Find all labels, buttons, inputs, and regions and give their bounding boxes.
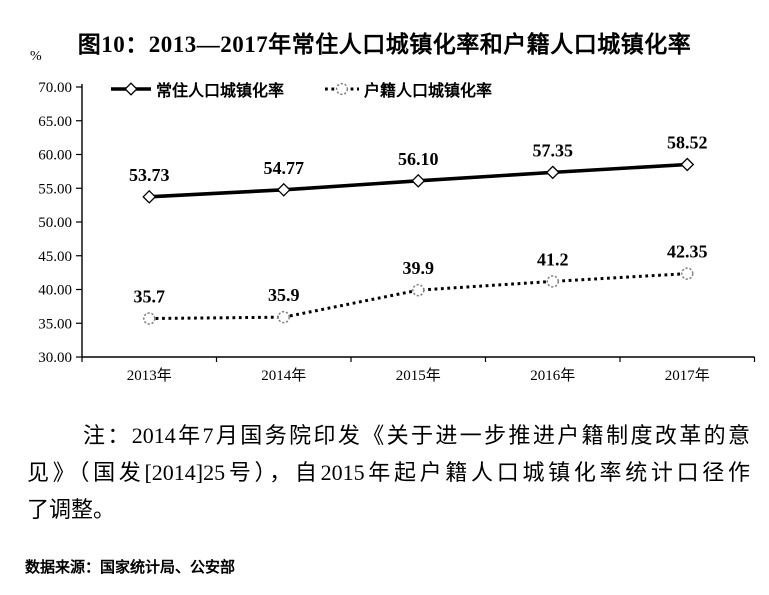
circle-marker — [546, 275, 559, 288]
legend-item-hukou: 户籍人口城镇化率 — [324, 77, 492, 101]
line-chart: 30.00 35.00 40.00 45.00 50.00 55.00 60.00 65.00… — [38, 80, 756, 384]
note: 注：2014年7月国务院印发《关于进一步推进户籍制度改革的意见》（国发[2014… — [27, 417, 750, 528]
x-category-label: 2015年 — [396, 367, 441, 384]
y-tick-label: 30.00 — [38, 350, 72, 366]
circle-marker — [143, 312, 156, 325]
data-point-label: 53.73 — [129, 165, 170, 185]
legend-label-hukou: 户籍人口城镇化率 — [364, 82, 493, 100]
legend-label-resident: 常住人口城镇化率 — [156, 82, 285, 100]
circle-marker — [277, 310, 290, 324]
data-point-label: 57.35 — [533, 140, 574, 160]
y-tick-label: 40.00 — [38, 283, 72, 299]
x-category-label: 2013年 — [127, 367, 172, 384]
data-source: 数据来源：国家统计局、公安部 — [25, 559, 236, 576]
diamond-marker — [680, 157, 695, 172]
dotted-line-circle-marker-icon — [325, 82, 360, 95]
diamond-marker — [411, 173, 426, 188]
circle-marker — [681, 267, 694, 280]
chart-legend: 常住人口城镇化率 户籍人口城镇化率 — [110, 77, 492, 101]
diamond-marker — [142, 189, 157, 204]
data-point-label: 35.7 — [134, 287, 166, 307]
note-line: 注：2014年7月国务院印发《关于进一步推进户籍制度改革的意 — [83, 423, 750, 448]
y-tick-label: 45.00 — [38, 249, 72, 265]
data-point-label: 42.35 — [667, 242, 708, 262]
y-tick-label: 70.00 — [38, 80, 72, 96]
legend-item-resident: 常住人口城镇化率 — [110, 77, 284, 101]
y-tick-label: 50.00 — [38, 215, 72, 231]
x-category-label: 2017年 — [665, 367, 710, 384]
data-point-label: 56.10 — [398, 149, 439, 169]
circle-marker — [412, 283, 425, 297]
data-point-label: 54.77 — [264, 158, 305, 178]
data-point-label: 41.2 — [537, 249, 569, 269]
y-tick-label: 65.00 — [38, 114, 72, 130]
y-tick-label: 55.00 — [38, 181, 72, 197]
solid-line-diamond-marker-icon — [111, 81, 151, 96]
y-tick-label: 35.00 — [38, 316, 72, 332]
chart-title: 图10：2013—2017年常住人口城镇化率和户籍人口城镇化率 — [77, 32, 692, 57]
y-axis-unit-label: % — [30, 49, 42, 64]
x-category-label: 2016年 — [530, 367, 575, 384]
x-category-label: 2014年 — [261, 367, 306, 384]
data-point-label: 39.9 — [403, 258, 435, 278]
y-tick-label: 60.00 — [38, 148, 72, 164]
note-line: 了调整。 — [27, 497, 116, 522]
data-point-label: 58.52 — [667, 132, 708, 152]
data-point-label: 35.9 — [268, 285, 300, 305]
series-line-1 — [149, 272, 688, 321]
diamond-marker — [276, 182, 291, 197]
diamond-marker — [545, 165, 560, 180]
note-line: 见》（国发[2014]25号），自2015年起户籍人口城镇化率统计口径作 — [27, 460, 750, 485]
